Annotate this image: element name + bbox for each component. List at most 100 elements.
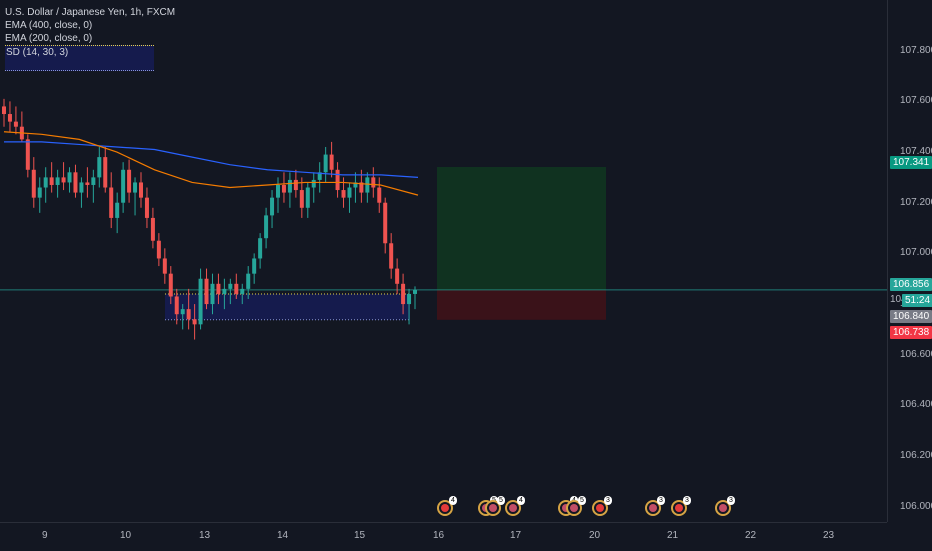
candle-body <box>115 202 120 218</box>
time-axis[interactable]: 9 10 13 14 15 16 17 20 21 22 23 <box>0 522 887 551</box>
candle-body <box>270 197 275 216</box>
candle-body <box>216 283 221 294</box>
economic-event-icon[interactable]: 4 <box>437 496 457 516</box>
time-tick: 17 <box>510 530 522 541</box>
stop-loss-tag: 106.738 <box>890 326 932 339</box>
candle-body <box>168 273 173 297</box>
candle-body <box>377 187 382 203</box>
event-count-badge: 4 <box>517 496 525 505</box>
target-zone <box>437 166 606 290</box>
candle-body <box>252 258 257 274</box>
candle-body <box>389 243 394 269</box>
candle-body <box>25 139 30 170</box>
price-tick: 107.200 <box>900 196 932 208</box>
event-count-badge: 4 <box>449 496 457 505</box>
price-tick: 106.000 <box>900 500 932 512</box>
hidden-price-label: 10 <box>890 294 902 305</box>
economic-event-icon[interactable]: 3 <box>715 496 735 516</box>
event-count-badge: 5 <box>578 496 586 505</box>
ema200-legend[interactable]: EMA (200, close, 0) <box>5 33 93 44</box>
economic-event-icon[interactable]: 4 <box>505 496 525 516</box>
chart-area[interactable]: U.S. Dollar / Japanese Yen, 1h, FXCM EMA… <box>0 0 887 522</box>
time-tick: 23 <box>823 530 835 541</box>
economic-event-icon[interactable]: 3 <box>671 496 691 516</box>
candle-body <box>281 184 286 193</box>
candle-body <box>222 288 227 294</box>
jp-flag-icon <box>441 504 449 512</box>
candle-body <box>186 309 191 320</box>
candle-body <box>383 202 388 244</box>
candle-body <box>359 182 364 193</box>
candle-body <box>276 184 280 198</box>
us-flag-icon <box>489 504 497 512</box>
us-flag-icon <box>649 504 657 512</box>
last-price-tag: 106.856 <box>890 278 932 291</box>
time-tick: 15 <box>354 530 366 541</box>
time-tick: 21 <box>667 530 679 541</box>
candle-body <box>13 121 18 127</box>
us-flag-icon <box>509 504 517 512</box>
sd-legend[interactable]: SD (14, 30, 3) <box>6 47 69 58</box>
sd-legend-box[interactable]: SD (14, 30, 3) <box>5 45 154 71</box>
symbol-title[interactable]: U.S. Dollar / Japanese Yen, 1h, FXCM <box>5 7 176 18</box>
us-flag-icon <box>719 504 727 512</box>
candle-body <box>395 268 400 284</box>
candle-body <box>287 179 292 193</box>
time-tick: 9 <box>42 530 48 541</box>
candle-body <box>37 187 42 198</box>
price-chart[interactable] <box>0 0 887 522</box>
candle-body <box>341 190 346 198</box>
price-tick: 106.200 <box>900 450 932 462</box>
candle-body <box>353 182 358 188</box>
price-tick: 107.800 <box>900 44 932 56</box>
stop-zone <box>437 289 606 320</box>
price-tick: 106.400 <box>900 399 932 411</box>
time-tick: 14 <box>277 530 289 541</box>
event-count-badge: 3 <box>727 496 735 505</box>
price-tick: 107.000 <box>900 247 932 259</box>
candle-body <box>258 238 263 259</box>
countdown-tag: 51:24 <box>902 294 932 307</box>
candle-body <box>347 187 352 198</box>
candle-body <box>210 283 215 305</box>
price-tick: 107.600 <box>900 95 932 107</box>
candle-body <box>91 177 96 185</box>
us-flag-icon <box>570 504 578 512</box>
candle-body <box>150 217 155 241</box>
candle-body <box>317 172 322 180</box>
time-tick: 13 <box>199 530 211 541</box>
candle-body <box>323 154 328 173</box>
candle-body <box>371 177 376 188</box>
price-tick: 106.600 <box>900 348 932 360</box>
economic-event-icon[interactable]: 3 <box>645 496 665 516</box>
candle-body <box>198 278 203 325</box>
candle-body <box>162 258 167 274</box>
economic-event-icon[interactable]: 3 <box>592 496 612 516</box>
ema400-legend[interactable]: EMA (400, close, 0) <box>5 20 93 31</box>
candle-body <box>31 169 36 198</box>
candle-body <box>240 288 245 294</box>
price-tick: 107.400 <box>900 146 932 158</box>
candle-body <box>413 289 417 294</box>
candle-body <box>299 190 304 208</box>
jp-flag-icon <box>596 504 604 512</box>
candle-body <box>180 309 185 315</box>
candle-body <box>228 283 233 289</box>
candle-body <box>79 182 84 193</box>
economic-event-icon[interactable]: 5 <box>485 496 505 516</box>
price-axis[interactable]: 107.800 107.600 107.400 107.200 107.000 106.8… <box>887 0 932 522</box>
candle-body <box>401 283 406 305</box>
candle-body <box>234 283 239 294</box>
candle-body <box>407 293 412 305</box>
stop-entry-tag: 106.840 <box>890 310 932 323</box>
candle-body <box>329 154 334 170</box>
candle-body <box>293 179 298 191</box>
time-tick: 20 <box>589 530 601 541</box>
candle-body <box>2 106 6 115</box>
chart-legend: U.S. Dollar / Japanese Yen, 1h, FXCM EMA… <box>5 6 175 71</box>
candle-body <box>7 114 12 122</box>
candle-body <box>311 179 316 188</box>
ema200-line <box>3 131 419 196</box>
candle-body <box>127 169 132 193</box>
economic-event-icon[interactable]: 5 <box>566 496 586 516</box>
